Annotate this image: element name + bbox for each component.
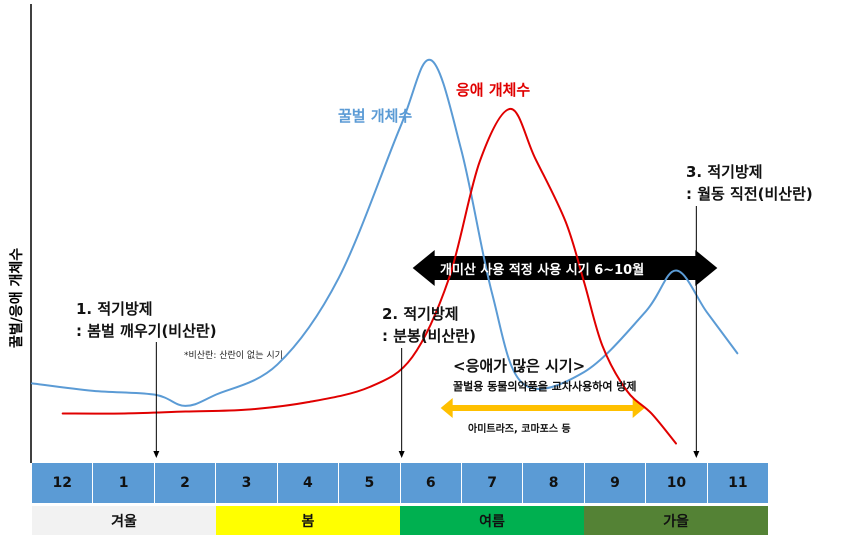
month-tick: 10 (646, 463, 708, 503)
step2-subtitle: : 분봉(비산란) (382, 327, 476, 345)
month-tick: 2 (154, 463, 217, 503)
month-axis: 12 1 2 3 4 5 6 7 8 9 10 11 (32, 463, 769, 503)
season-axis: 겨울 봄 여름 가을 (32, 506, 768, 535)
season-spring: 봄 (216, 506, 400, 535)
step1-marker-arrow-head (153, 451, 160, 458)
month-tick: 8 (523, 463, 585, 503)
amitraz-range-arrow (440, 398, 645, 418)
month-tick: 4 (277, 463, 340, 503)
month-tick: 7 (461, 463, 524, 503)
series-layer (31, 58, 739, 445)
month-tick: 5 (339, 463, 401, 503)
markers-layer (153, 206, 700, 458)
step1-title: 1. 적기방제 (76, 300, 153, 318)
month-tick: 1 (93, 463, 155, 503)
bee-population-line (31, 58, 739, 407)
amitraz-range-label: 아미트라즈, 코마포스 등 (468, 424, 571, 435)
step2-title: 2. 적기방제 (382, 305, 459, 323)
y-axis-label: 꿀벌/응애 개체수 (9, 247, 25, 348)
step3-marker-arrow-head (693, 451, 700, 458)
step2-marker-arrow-head (398, 451, 405, 458)
bee-series-label: 꿀벌 개체수 (338, 107, 413, 125)
month-tick: 9 (584, 463, 647, 503)
mite-population-line (61, 107, 677, 445)
mite-period-title: <응애가 많은 시기> (453, 357, 586, 375)
step3-title: 3. 적기방제 (686, 163, 763, 181)
mite-series-label: 응애 개체수 (456, 81, 531, 99)
month-tick: 6 (400, 463, 462, 503)
month-tick: 3 (216, 463, 278, 503)
season-winter: 겨울 (32, 506, 216, 535)
formic-acid-range-label: 개미산 사용 적정 사용 시기 6~10월 (440, 263, 645, 278)
step1-subtitle: : 봄벌 깨우기(비산란) (76, 322, 217, 340)
month-tick: 12 (32, 463, 94, 503)
mite-period-subtitle: 꿀벌용 동물의약품을 교차사용하여 방제 (453, 380, 637, 393)
season-autumn: 가을 (584, 506, 768, 535)
month-tick: 11 (707, 463, 769, 503)
season-summer: 여름 (400, 506, 584, 535)
step1-note: *비산란: 산란이 없는 시기 (184, 351, 283, 361)
step3-subtitle: : 월동 직전(비산란) (686, 185, 813, 203)
